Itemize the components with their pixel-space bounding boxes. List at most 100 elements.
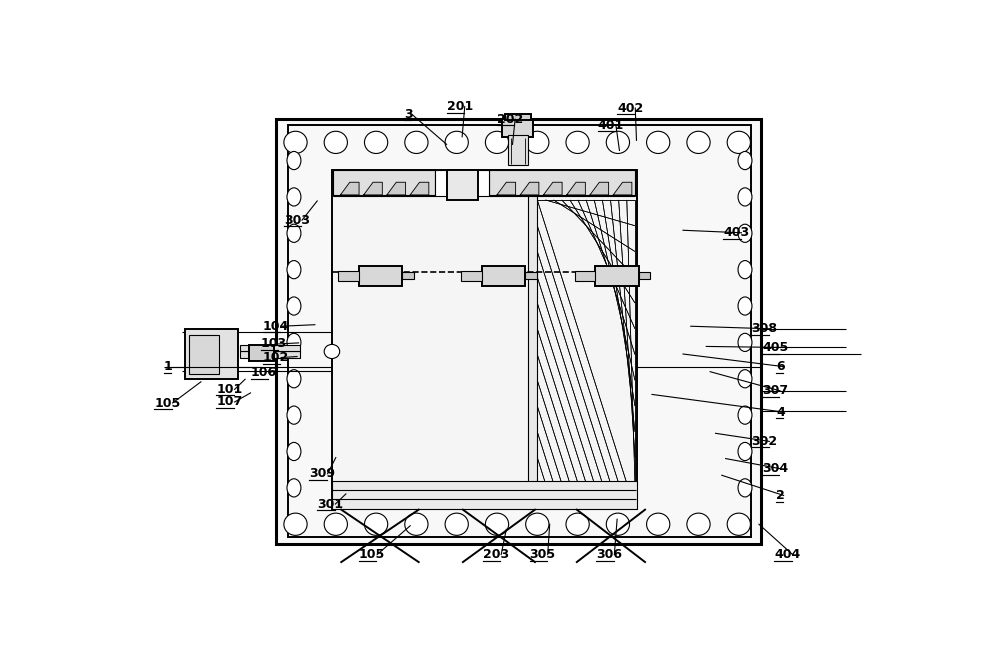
Ellipse shape xyxy=(566,513,589,535)
Text: 106: 106 xyxy=(251,366,277,379)
Polygon shape xyxy=(387,182,406,195)
Ellipse shape xyxy=(405,513,428,535)
Text: 307: 307 xyxy=(762,384,788,398)
Text: 201: 201 xyxy=(447,100,473,113)
Bar xyxy=(508,135,528,165)
Text: 105: 105 xyxy=(359,548,385,561)
Ellipse shape xyxy=(606,513,630,535)
Ellipse shape xyxy=(287,479,301,497)
Bar xyxy=(189,335,219,374)
Text: 104: 104 xyxy=(263,319,289,333)
Ellipse shape xyxy=(324,344,340,359)
Polygon shape xyxy=(567,182,585,195)
Text: 3: 3 xyxy=(404,108,413,121)
Text: 304: 304 xyxy=(762,462,788,475)
Text: 2: 2 xyxy=(776,489,785,502)
Polygon shape xyxy=(364,182,382,195)
Text: 303: 303 xyxy=(284,214,310,227)
Bar xyxy=(332,482,637,509)
Ellipse shape xyxy=(738,333,752,352)
Polygon shape xyxy=(590,182,609,195)
Ellipse shape xyxy=(287,224,301,242)
Ellipse shape xyxy=(526,513,549,535)
Ellipse shape xyxy=(738,370,752,388)
Ellipse shape xyxy=(738,188,752,206)
Text: 101: 101 xyxy=(216,383,243,396)
Text: 1: 1 xyxy=(164,360,173,373)
Polygon shape xyxy=(497,182,516,195)
Text: 4: 4 xyxy=(776,405,785,419)
Bar xyxy=(332,170,637,509)
Bar xyxy=(461,271,482,281)
Bar xyxy=(402,272,414,279)
Bar xyxy=(505,114,531,120)
Bar xyxy=(249,346,274,361)
Bar xyxy=(595,266,639,286)
Polygon shape xyxy=(520,182,539,195)
Ellipse shape xyxy=(445,131,468,154)
Ellipse shape xyxy=(738,152,752,170)
Ellipse shape xyxy=(566,131,589,154)
Text: 308: 308 xyxy=(751,322,777,335)
Bar xyxy=(240,346,300,352)
Bar xyxy=(528,170,537,509)
Bar xyxy=(574,271,595,281)
Polygon shape xyxy=(410,182,429,195)
Ellipse shape xyxy=(287,370,301,388)
Text: 403: 403 xyxy=(723,226,749,239)
Bar xyxy=(502,119,533,137)
Bar xyxy=(435,170,489,196)
Ellipse shape xyxy=(287,406,301,424)
Ellipse shape xyxy=(287,260,301,279)
Ellipse shape xyxy=(606,131,630,154)
Bar xyxy=(447,170,478,200)
Bar xyxy=(338,271,359,281)
Ellipse shape xyxy=(647,513,670,535)
Text: 203: 203 xyxy=(483,548,509,561)
Ellipse shape xyxy=(364,513,388,535)
Text: 309: 309 xyxy=(309,467,335,480)
Bar xyxy=(333,170,435,196)
Bar xyxy=(185,329,238,379)
Bar xyxy=(525,272,537,279)
Bar xyxy=(240,352,300,358)
Text: 6: 6 xyxy=(776,360,785,373)
Ellipse shape xyxy=(287,152,301,170)
Ellipse shape xyxy=(287,333,301,352)
Ellipse shape xyxy=(405,131,428,154)
Bar xyxy=(489,170,635,196)
Ellipse shape xyxy=(738,260,752,279)
Bar xyxy=(639,272,650,279)
Ellipse shape xyxy=(738,224,752,242)
Text: 103: 103 xyxy=(261,337,287,350)
Text: 402: 402 xyxy=(617,102,643,115)
Polygon shape xyxy=(544,182,562,195)
Bar xyxy=(359,266,402,286)
Polygon shape xyxy=(340,182,359,195)
Ellipse shape xyxy=(727,131,750,154)
Ellipse shape xyxy=(364,131,388,154)
Ellipse shape xyxy=(445,513,468,535)
Ellipse shape xyxy=(727,513,750,535)
Ellipse shape xyxy=(287,297,301,315)
Text: 305: 305 xyxy=(530,548,556,561)
Ellipse shape xyxy=(284,513,307,535)
Text: 405: 405 xyxy=(762,341,788,354)
Text: 301: 301 xyxy=(317,497,343,510)
Text: 401: 401 xyxy=(598,119,624,132)
Ellipse shape xyxy=(287,442,301,461)
Ellipse shape xyxy=(687,513,710,535)
Ellipse shape xyxy=(485,513,509,535)
Ellipse shape xyxy=(287,188,301,206)
Ellipse shape xyxy=(284,131,307,154)
Ellipse shape xyxy=(647,131,670,154)
Ellipse shape xyxy=(738,479,752,497)
Ellipse shape xyxy=(324,131,347,154)
Text: 404: 404 xyxy=(774,548,801,561)
Ellipse shape xyxy=(738,406,752,424)
Bar xyxy=(288,125,751,537)
Text: 105: 105 xyxy=(154,396,181,409)
Ellipse shape xyxy=(485,131,509,154)
Ellipse shape xyxy=(738,297,752,315)
Bar xyxy=(276,119,761,544)
